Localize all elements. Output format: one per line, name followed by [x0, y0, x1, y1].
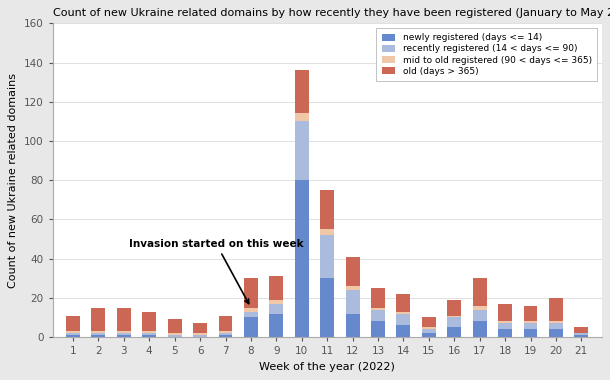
Bar: [473, 310, 487, 321]
Bar: [142, 335, 156, 337]
Bar: [66, 331, 80, 333]
Bar: [422, 317, 436, 327]
Bar: [66, 335, 80, 337]
Bar: [92, 308, 106, 331]
Text: Count of new Ukraine related domains by how recently they have been registered (: Count of new Ukraine related domains by …: [52, 8, 610, 18]
Bar: [117, 335, 131, 337]
Bar: [295, 114, 309, 121]
Legend: newly registered (days <= 14), recently registered (14 < days <= 90), mid to old: newly registered (days <= 14), recently …: [376, 28, 597, 81]
Bar: [447, 317, 461, 327]
Bar: [117, 333, 131, 335]
Bar: [142, 331, 156, 333]
Bar: [117, 331, 131, 333]
Bar: [498, 304, 512, 321]
Bar: [575, 335, 588, 337]
Bar: [422, 329, 436, 333]
Bar: [193, 335, 207, 337]
Bar: [244, 312, 258, 317]
Bar: [320, 278, 334, 337]
Bar: [92, 333, 106, 335]
Y-axis label: Count of new Ukraine related domains: Count of new Ukraine related domains: [9, 73, 18, 288]
Bar: [396, 314, 411, 325]
Bar: [371, 321, 385, 337]
Bar: [168, 333, 182, 335]
Bar: [142, 333, 156, 335]
Bar: [244, 308, 258, 312]
Bar: [498, 321, 512, 323]
Bar: [549, 298, 563, 321]
Bar: [142, 312, 156, 331]
Bar: [498, 323, 512, 329]
Bar: [447, 315, 461, 317]
Bar: [549, 321, 563, 323]
Bar: [218, 333, 232, 335]
Bar: [320, 229, 334, 235]
Bar: [218, 335, 232, 337]
Bar: [218, 315, 232, 331]
Bar: [320, 235, 334, 278]
Bar: [371, 288, 385, 308]
Bar: [320, 190, 334, 229]
Bar: [473, 278, 487, 306]
Bar: [117, 308, 131, 331]
Bar: [523, 329, 537, 337]
Bar: [92, 335, 106, 337]
Bar: [575, 333, 588, 335]
Bar: [193, 333, 207, 335]
Bar: [447, 300, 461, 315]
Bar: [295, 180, 309, 337]
Bar: [92, 331, 106, 333]
Bar: [396, 294, 411, 312]
Bar: [523, 323, 537, 329]
Bar: [168, 320, 182, 333]
Bar: [295, 121, 309, 180]
Text: Invasion started on this week: Invasion started on this week: [129, 239, 304, 304]
Bar: [498, 329, 512, 337]
Bar: [270, 300, 283, 304]
Bar: [549, 323, 563, 329]
Bar: [244, 278, 258, 308]
Bar: [168, 335, 182, 337]
Bar: [295, 70, 309, 114]
Bar: [447, 327, 461, 337]
Bar: [396, 325, 411, 337]
Bar: [523, 321, 537, 323]
Bar: [422, 327, 436, 329]
Bar: [473, 321, 487, 337]
Bar: [244, 317, 258, 337]
Bar: [371, 310, 385, 321]
Bar: [422, 333, 436, 337]
Bar: [396, 312, 411, 313]
Bar: [346, 314, 359, 337]
Bar: [66, 315, 80, 331]
Bar: [371, 308, 385, 310]
Bar: [218, 331, 232, 333]
Bar: [193, 323, 207, 333]
Bar: [575, 327, 588, 333]
Bar: [523, 306, 537, 321]
Bar: [346, 256, 359, 286]
Bar: [346, 290, 359, 314]
Bar: [346, 286, 359, 290]
Bar: [270, 276, 283, 300]
Bar: [549, 329, 563, 337]
Bar: [270, 304, 283, 314]
X-axis label: Week of the year (2022): Week of the year (2022): [259, 362, 395, 372]
Bar: [66, 333, 80, 335]
Bar: [473, 306, 487, 310]
Bar: [270, 314, 283, 337]
